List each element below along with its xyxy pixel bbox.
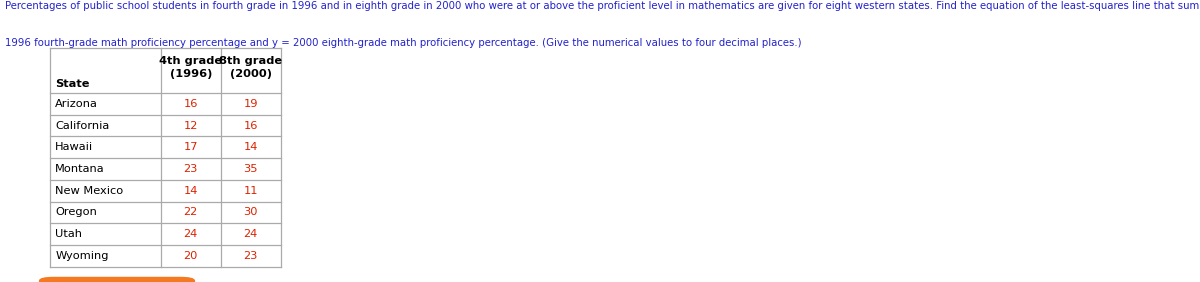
- Text: State: State: [55, 79, 90, 89]
- Text: 35: 35: [244, 164, 258, 174]
- Text: Wyoming: Wyoming: [55, 251, 109, 261]
- Text: 22: 22: [184, 208, 198, 217]
- Text: Percentages of public school students in fourth grade in 1996 and in eighth grad: Percentages of public school students in…: [5, 1, 1200, 11]
- Text: 17: 17: [184, 142, 198, 152]
- Text: Montana: Montana: [55, 164, 104, 174]
- Text: New Mexico: New Mexico: [55, 186, 124, 196]
- Text: 1996 fourth-grade math proficiency percentage and y = 2000 eighth-grade math pro: 1996 fourth-grade math proficiency perce…: [5, 38, 802, 48]
- Text: 16: 16: [184, 99, 198, 109]
- Text: 4th grade
(1996): 4th grade (1996): [160, 56, 222, 79]
- Text: 24: 24: [184, 229, 198, 239]
- FancyBboxPatch shape: [40, 277, 194, 282]
- Text: 8th grade
(2000): 8th grade (2000): [220, 56, 282, 79]
- Text: 23: 23: [244, 251, 258, 261]
- Text: 19: 19: [244, 99, 258, 109]
- Text: Oregon: Oregon: [55, 208, 97, 217]
- Text: Arizona: Arizona: [55, 99, 98, 109]
- Text: Hawaii: Hawaii: [55, 142, 94, 152]
- Text: 12: 12: [184, 121, 198, 131]
- Text: 14: 14: [244, 142, 258, 152]
- Text: 16: 16: [244, 121, 258, 131]
- Text: Utah: Utah: [55, 229, 82, 239]
- Text: 23: 23: [184, 164, 198, 174]
- Text: California: California: [55, 121, 109, 131]
- Text: 11: 11: [244, 186, 258, 196]
- Text: 14: 14: [184, 186, 198, 196]
- Text: 20: 20: [184, 251, 198, 261]
- Text: 30: 30: [244, 208, 258, 217]
- Text: 24: 24: [244, 229, 258, 239]
